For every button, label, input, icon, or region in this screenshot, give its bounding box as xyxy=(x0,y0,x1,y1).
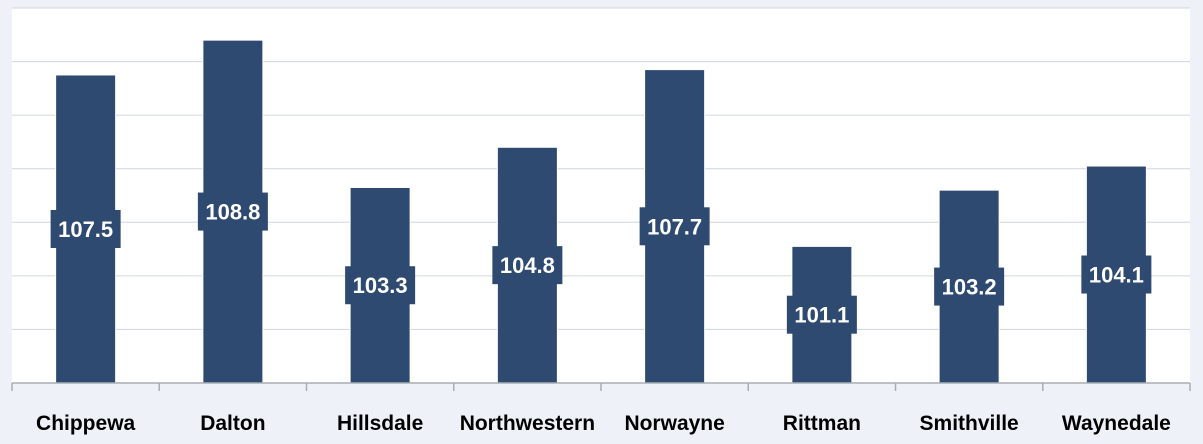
data-label: 104.1 xyxy=(1089,263,1144,288)
data-label: 108.8 xyxy=(205,200,260,225)
category-label: Smithville xyxy=(920,412,1019,435)
data-label-box xyxy=(786,295,857,334)
data-label: 107.5 xyxy=(58,217,113,242)
data-label: 103.2 xyxy=(942,275,997,300)
category-label: Rittman xyxy=(783,412,861,435)
category-label: Chippewa xyxy=(36,412,135,435)
data-label-box xyxy=(492,246,563,285)
data-label-layer: 107.5 108.8 103.3 104.8 107.7 101.1 103.2 104.1 xyxy=(50,192,1152,334)
data-label-box xyxy=(639,207,710,246)
grid-layer xyxy=(12,7,1190,383)
data-label-box xyxy=(345,266,416,305)
data-label: 107.7 xyxy=(647,214,702,239)
category-label: Hillsdale xyxy=(337,412,423,435)
data-label-box xyxy=(197,192,268,231)
data-label-box xyxy=(50,209,121,248)
data-label-box xyxy=(934,267,1005,306)
category-label: Northwestern xyxy=(460,412,595,435)
plot-area xyxy=(12,8,1190,383)
axis-layer: Chippewa Dalton Hillsdale Northwestern Norwa… xyxy=(11,382,1191,435)
category-label: Waynedale xyxy=(1062,412,1171,435)
category-label: Dalton xyxy=(200,412,265,435)
data-label: 104.8 xyxy=(500,253,555,278)
category-label: Norwayne xyxy=(624,412,724,435)
data-label: 103.3 xyxy=(353,273,408,298)
data-label-box xyxy=(1081,255,1152,294)
data-label: 101.1 xyxy=(794,303,849,328)
